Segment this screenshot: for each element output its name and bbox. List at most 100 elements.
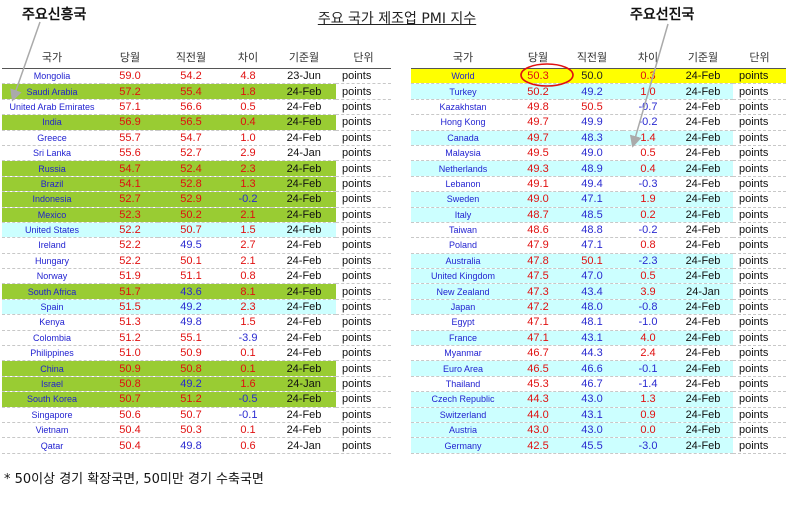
- diff-value-cell: 1.9: [623, 191, 673, 208]
- reference-month-cell: 24-Feb: [673, 391, 733, 408]
- country-cell: Poland: [411, 237, 515, 254]
- diff-value-cell: 0.4: [623, 160, 673, 177]
- reference-month-cell: 24-Feb: [272, 191, 336, 208]
- page-title: 주요 국가 제조업 PMI 지수: [317, 11, 477, 27]
- diff-value-cell: 1.8: [224, 83, 272, 100]
- unit-cell: points: [733, 345, 786, 362]
- previous-value-cell: 48.0: [561, 299, 623, 316]
- current-value-cell: 51.9: [102, 268, 158, 285]
- diff-value-cell: -3.0: [623, 437, 673, 454]
- table-row: Italy 48.7 48.5 0.2 24-Feb points: [411, 207, 786, 223]
- country-cell: Qatar: [2, 437, 102, 454]
- table-row: New Zealand 47.3 43.4 3.9 24-Jan points: [411, 283, 786, 300]
- current-value-cell: 47.1: [515, 314, 561, 331]
- unit-cell: points: [733, 114, 786, 131]
- country-cell: Switzerland: [411, 407, 515, 423]
- diff-value-cell: 0.6: [224, 437, 272, 454]
- diff-value-cell: -1.4: [623, 376, 673, 393]
- reference-month-cell: 24-Feb: [272, 160, 336, 177]
- unit-cell: points: [336, 345, 391, 362]
- diff-value-cell: -0.1: [623, 360, 673, 377]
- unit-cell: points: [733, 376, 786, 393]
- reference-month-cell: 24-Jan: [272, 145, 336, 162]
- table-row: Hong Kong 49.7 49.9 -0.2 24-Feb points: [411, 114, 786, 131]
- unit-cell: points: [733, 160, 786, 177]
- reference-month-cell: 24-Feb: [673, 99, 733, 116]
- column-header-diff: 차이: [224, 46, 272, 69]
- diff-value-cell: 2.3: [224, 160, 272, 177]
- previous-value-cell: 44.3: [561, 345, 623, 362]
- country-cell: Australia: [411, 253, 515, 270]
- country-cell: Russia: [2, 160, 102, 177]
- previous-value-cell: 49.2: [158, 376, 224, 393]
- previous-value-cell: 52.4: [158, 160, 224, 177]
- country-cell: Israel: [2, 376, 102, 393]
- current-value-cell: 47.3: [515, 283, 561, 300]
- reference-month-cell: 24-Jan: [272, 376, 336, 393]
- current-value-cell: 47.2: [515, 299, 561, 316]
- country-cell: Singapore: [2, 407, 102, 423]
- table-row: Spain 51.5 49.2 2.3 24-Feb points: [2, 299, 391, 316]
- diff-value-cell: 1.3: [623, 391, 673, 408]
- country-cell: Japan: [411, 299, 515, 316]
- column-header-unit: 단위: [733, 46, 786, 69]
- previous-value-cell: 46.6: [561, 360, 623, 377]
- country-cell: New Zealand: [411, 283, 515, 300]
- reference-month-cell: 24-Feb: [272, 253, 336, 270]
- diff-value-cell: 0.1: [224, 345, 272, 362]
- previous-value-cell: 50.3: [158, 422, 224, 439]
- column-header-current: 당월: [102, 46, 158, 69]
- reference-month-cell: 24-Feb: [673, 114, 733, 131]
- diff-value-cell: 1.3: [224, 176, 272, 193]
- table-row: Mexico 52.3 50.2 2.1 24-Feb points: [2, 207, 391, 223]
- current-value-cell: 49.5: [515, 145, 561, 162]
- advanced-annotation: 주요선진국: [630, 7, 695, 23]
- current-value-cell: 47.1: [515, 330, 561, 347]
- diff-value-cell: 0.5: [623, 268, 673, 285]
- reference-month-cell: 24-Feb: [272, 391, 336, 408]
- reference-month-cell: 24-Feb: [272, 83, 336, 100]
- table-row: Indonesia 52.7 52.9 -0.2 24-Feb points: [2, 191, 391, 208]
- emerging-annotation: 주요신흥국: [22, 7, 87, 23]
- previous-value-cell: 49.2: [158, 299, 224, 316]
- unit-cell: points: [733, 283, 786, 300]
- diff-value-cell: 0.4: [224, 114, 272, 131]
- diff-value-cell: 2.1: [224, 207, 272, 223]
- reference-month-cell: 24-Feb: [673, 68, 733, 85]
- table-row: Canada 49.7 48.3 1.4 24-Feb points: [411, 130, 786, 146]
- unit-cell: points: [733, 130, 786, 146]
- unit-cell: points: [336, 160, 391, 177]
- reference-month-cell: 24-Feb: [272, 330, 336, 347]
- unit-cell: points: [733, 176, 786, 193]
- country-cell: Euro Area: [411, 360, 515, 377]
- current-value-cell: 51.5: [102, 299, 158, 316]
- diff-value-cell: -0.2: [224, 191, 272, 208]
- country-cell: Myanmar: [411, 345, 515, 362]
- country-cell: Mexico: [2, 207, 102, 223]
- diff-value-cell: 2.9: [224, 145, 272, 162]
- country-cell: France: [411, 330, 515, 347]
- previous-value-cell: 49.8: [158, 314, 224, 331]
- table-header-row: 국가 당월 직전월 차이 기준월 단위: [2, 46, 391, 69]
- unit-cell: points: [336, 437, 391, 454]
- emerging-table-body: Mongolia 59.0 54.2 4.8 23-Jun points Saudi Ara…: [2, 68, 391, 454]
- unit-cell: points: [336, 207, 391, 223]
- unit-cell: points: [336, 314, 391, 331]
- current-value-cell: 55.6: [102, 145, 158, 162]
- table-row: Vietnam 50.4 50.3 0.1 24-Feb points: [2, 422, 391, 439]
- unit-cell: points: [733, 207, 786, 223]
- diff-value-cell: -0.3: [623, 176, 673, 193]
- table-row: Netherlands 49.3 48.9 0.4 24-Feb points: [411, 160, 786, 177]
- diff-value-cell: -0.5: [224, 391, 272, 408]
- current-value-cell: 45.3: [515, 376, 561, 393]
- previous-value-cell: 56.5: [158, 114, 224, 131]
- country-cell: World: [411, 68, 515, 85]
- country-cell: Czech Republic: [411, 391, 515, 408]
- previous-value-cell: 49.5: [158, 237, 224, 254]
- table-row: United Kingdom 47.5 47.0 0.5 24-Feb points: [411, 268, 786, 285]
- diff-value-cell: 1.0: [224, 130, 272, 146]
- current-value-cell: 54.1: [102, 176, 158, 193]
- current-value-cell: 46.7: [515, 345, 561, 362]
- current-value-cell: 59.0: [102, 68, 158, 85]
- previous-value-cell: 50.0: [561, 68, 623, 85]
